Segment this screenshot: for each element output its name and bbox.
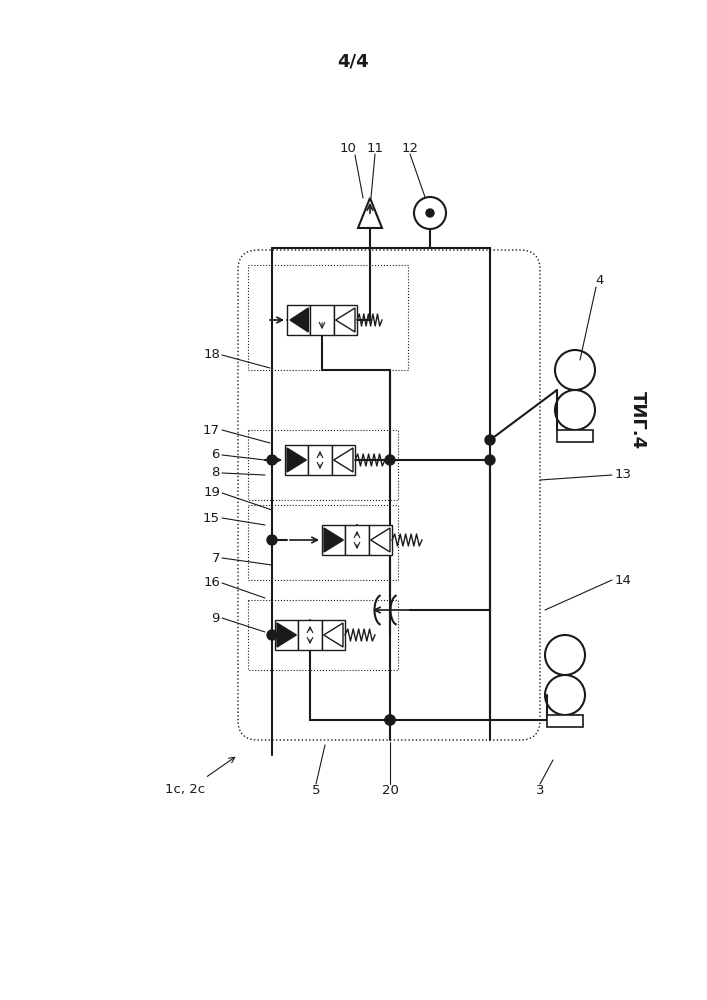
Text: 18: 18	[203, 349, 220, 361]
Bar	[332, 445, 355, 475]
Polygon shape	[324, 623, 343, 647]
Polygon shape	[370, 528, 390, 552]
Text: 1с, 2с: 1с, 2с	[165, 784, 205, 796]
Bar	[287, 305, 310, 335]
Bar	[308, 445, 332, 475]
Bar	[298, 620, 322, 650]
Bar	[547, 715, 583, 727]
Text: 17: 17	[203, 424, 220, 436]
Text: 3: 3	[536, 784, 544, 796]
Bar	[248, 430, 398, 500]
Text: 13: 13	[615, 468, 632, 482]
Text: 10: 10	[339, 141, 356, 154]
Polygon shape	[277, 623, 296, 647]
Text: 20: 20	[382, 784, 399, 796]
Bar	[310, 305, 334, 335]
Text: 5: 5	[312, 784, 320, 796]
Text: 7: 7	[211, 552, 220, 564]
Circle shape	[267, 630, 277, 640]
Text: 8: 8	[211, 466, 220, 480]
Bar	[334, 305, 357, 335]
Text: 4/4: 4/4	[337, 53, 369, 71]
Circle shape	[485, 455, 495, 465]
Text: 9: 9	[211, 611, 220, 624]
Polygon shape	[334, 448, 353, 472]
Circle shape	[385, 715, 395, 725]
Text: 15: 15	[203, 512, 220, 524]
Text: 6: 6	[211, 448, 220, 462]
Bar	[322, 525, 345, 555]
Bar	[285, 445, 308, 475]
Circle shape	[426, 209, 434, 217]
Text: 11: 11	[366, 141, 383, 154]
Text: 12: 12	[402, 141, 419, 154]
Polygon shape	[324, 528, 344, 552]
Circle shape	[385, 715, 395, 725]
Circle shape	[267, 455, 277, 465]
Text: 16: 16	[203, 576, 220, 589]
Circle shape	[267, 535, 277, 545]
Bar	[248, 505, 398, 580]
Bar	[275, 620, 298, 650]
Circle shape	[385, 455, 395, 465]
Polygon shape	[336, 308, 355, 332]
Bar	[557, 430, 593, 442]
Text: 19: 19	[203, 487, 220, 499]
Circle shape	[485, 435, 495, 445]
Text: 4: 4	[596, 273, 604, 286]
Bar	[345, 525, 368, 555]
Polygon shape	[290, 308, 308, 332]
Bar	[248, 600, 398, 670]
Bar	[322, 620, 345, 650]
Text: 14: 14	[615, 574, 632, 586]
Polygon shape	[287, 448, 306, 472]
Bar	[248, 265, 408, 370]
Text: ΤИГ.4: ΤИГ.4	[629, 391, 647, 449]
Bar	[368, 525, 392, 555]
